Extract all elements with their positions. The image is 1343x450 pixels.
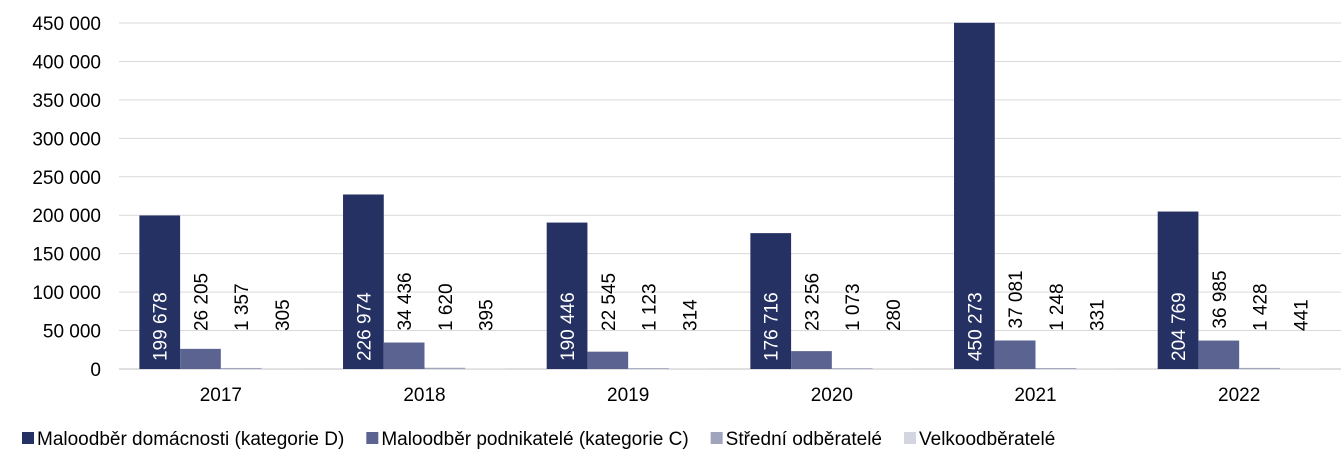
value-label: 441 (1291, 299, 1312, 331)
value-label: 199 678 (151, 292, 172, 361)
legend-label: Střední odběratelé (726, 429, 882, 450)
legend-swatch (710, 432, 723, 444)
y-tick-label: 0 (90, 360, 101, 381)
bar (546, 222, 588, 369)
value-label: 1 428 (1251, 283, 1272, 331)
value-label: 305 (273, 299, 294, 331)
bar (628, 368, 669, 369)
value-label: 176 716 (762, 292, 783, 361)
value-label: 37 081 (1006, 270, 1027, 328)
y-tick-label: 350 000 (32, 91, 101, 112)
value-label: 22 545 (599, 273, 620, 331)
value-label: 36 985 (1210, 270, 1231, 328)
y-tick-label: 150 000 (32, 245, 101, 266)
bar (994, 340, 1036, 369)
value-label: 1 123 (640, 283, 661, 331)
bar (424, 367, 466, 369)
bar (750, 233, 792, 369)
bar (343, 194, 384, 369)
legend-label: Maloodběr domácnosti (kategorie D) (37, 429, 344, 450)
bar (587, 351, 629, 369)
bar (954, 22, 995, 369)
bar (1198, 340, 1240, 369)
x-tick-label: 2022 (1218, 385, 1260, 406)
value-label: 204 769 (1169, 292, 1190, 361)
value-label: 450 273 (965, 292, 986, 361)
legend-label: Velkoodběratelé (919, 429, 1055, 450)
y-tick-label: 300 000 (32, 129, 101, 150)
value-label: 395 (477, 299, 498, 331)
x-tick-label: 2018 (403, 385, 445, 406)
y-tick-label: 250 000 (32, 168, 101, 189)
bar (1035, 368, 1077, 369)
legend-swatch (904, 432, 916, 444)
value-label: 314 (680, 299, 701, 331)
value-label: 23 256 (802, 273, 823, 331)
bar (1157, 211, 1199, 369)
y-tick-label: 400 000 (32, 52, 101, 73)
legend-swatch (22, 432, 34, 444)
x-tick-label: 2020 (811, 385, 853, 406)
x-tick-label: 2021 (1014, 385, 1056, 406)
bar (180, 348, 221, 369)
value-label: 190 446 (558, 292, 579, 361)
legend: Maloodběr domácnosti (kategorie D) Malood… (22, 429, 1055, 450)
value-label: 1 248 (1047, 283, 1068, 331)
value-label: 34 436 (395, 272, 416, 330)
y-tick-label: 50 000 (43, 322, 101, 343)
value-label: 331 (1088, 299, 1109, 331)
legend-label: Maloodběr podnikatelé (kategorie C) (381, 429, 688, 450)
value-label: 226 974 (354, 292, 375, 361)
x-tick-label: 2017 (200, 385, 242, 406)
bar (831, 368, 873, 369)
y-tick-label: 100 000 (32, 283, 101, 304)
bar (1239, 367, 1280, 369)
y-tick-label: 200 000 (32, 206, 101, 227)
bar (139, 215, 181, 369)
legend-swatch (366, 432, 379, 444)
bar (220, 367, 262, 369)
bar (383, 342, 425, 369)
value-label: 1 073 (843, 283, 864, 331)
value-label: 280 (884, 299, 905, 331)
value-label: 26 205 (191, 273, 212, 331)
value-label: 1 357 (232, 283, 253, 331)
bar (791, 351, 832, 369)
value-label: 1 620 (436, 283, 457, 331)
y-tick-label: 450 000 (32, 14, 101, 35)
x-tick-label: 2019 (607, 385, 649, 406)
